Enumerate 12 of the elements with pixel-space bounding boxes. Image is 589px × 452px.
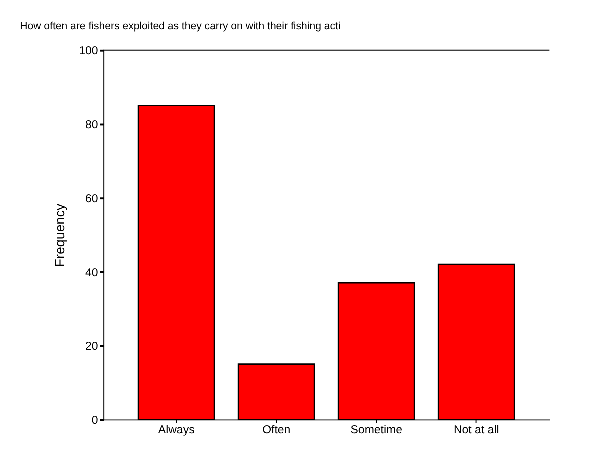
y-tick-label: 0 bbox=[92, 415, 98, 428]
y-axis-title: Frequency bbox=[52, 204, 68, 268]
x-tick-label: Often bbox=[262, 424, 291, 437]
y-tick-label: 40 bbox=[86, 267, 98, 280]
y-tick-label: 60 bbox=[86, 193, 98, 206]
y-tick-label: 20 bbox=[86, 341, 98, 354]
x-tick-label: Sometime bbox=[350, 424, 403, 437]
x-tick-label: Always bbox=[158, 424, 196, 437]
chart-title: How often are fishers exploited as they carry on with their fishing acti bbox=[20, 20, 341, 32]
y-tick-label: 100 bbox=[79, 46, 98, 58]
x-tick-label: Not at all bbox=[454, 424, 500, 437]
y-tick-label: 80 bbox=[86, 120, 98, 132]
